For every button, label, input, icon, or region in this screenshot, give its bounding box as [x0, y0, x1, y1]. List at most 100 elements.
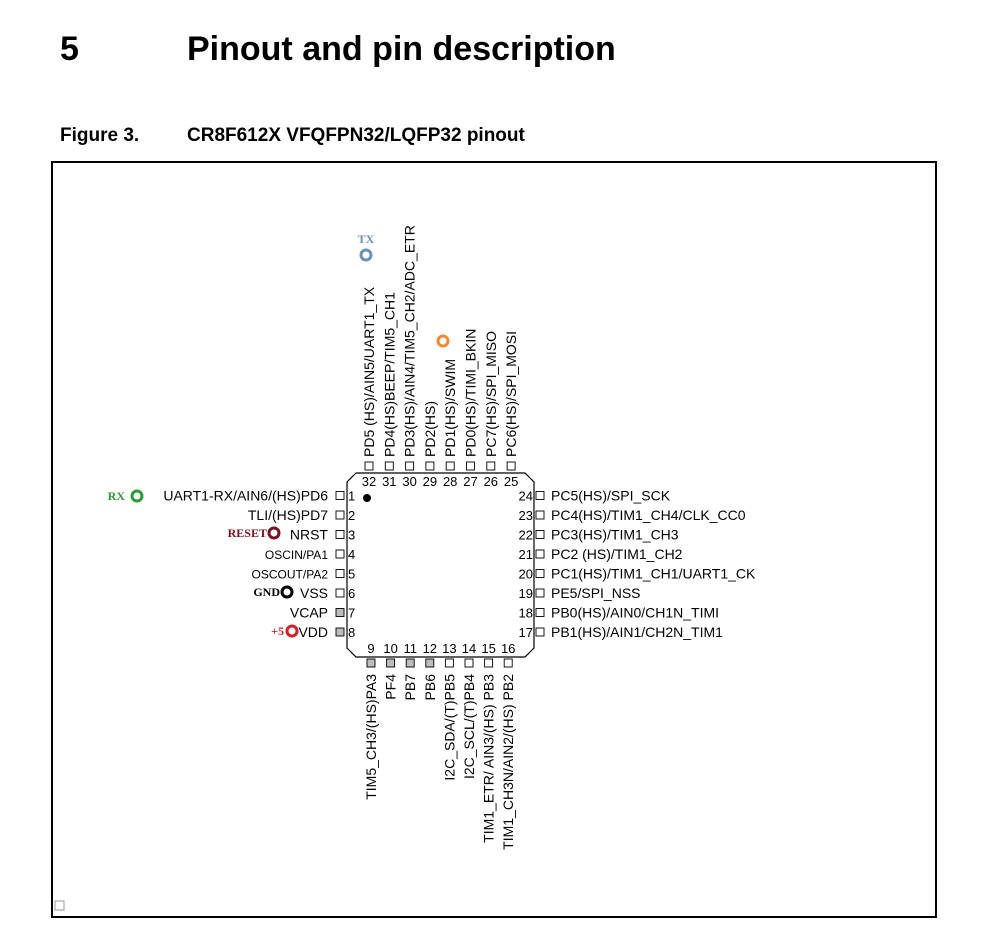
pin-pad-left [335, 549, 345, 559]
pin-number: 17 [519, 625, 533, 640]
pin-label: PC5(HS)/SPI_SCK [551, 488, 671, 504]
pin-pad-bottom [464, 658, 474, 668]
pin-label: UART1-RX/AIN6/(HS)PD6 [163, 488, 328, 504]
pin-pad-bottom [386, 658, 396, 668]
pin-label: TIM1_CH3N/AIN2/(HS) PB2 [500, 674, 516, 850]
pin-pad-bottom [425, 658, 435, 668]
pin-number: 31 [382, 474, 396, 489]
pin-label: PD2(HS) [422, 401, 438, 457]
pin-pad-right [535, 491, 545, 500]
vdd-tag: +5 [271, 624, 284, 638]
pin-number: 4 [348, 547, 355, 562]
pin-label: PC7(HS)/SPI_MISO [483, 331, 499, 457]
pin-label: PD1(HS)/SWIM [442, 359, 458, 457]
pin-label: PD5 (HS)/AIN5/UART1_TX [361, 286, 377, 457]
pin-label: PE5/SPI_NSS [551, 585, 641, 601]
pin-pad-top [445, 461, 455, 471]
pin-label: PD3(HS)/AIN4/TIM5_CH2/ADC_ETR [402, 225, 418, 457]
pin-pad-right [535, 627, 545, 637]
pin-number: 6 [348, 586, 355, 601]
diagram-frame [51, 161, 937, 918]
pin-label: I2C_SDA/(T)PB5 [441, 674, 457, 781]
pin-label: PB1(HS)/AIN1/CH2N_TIM1 [551, 624, 723, 640]
pin-pad-top [405, 461, 415, 471]
pin-label: TLI/(HS)PD7 [248, 507, 328, 523]
section-title: Pinout and pin description [187, 30, 616, 68]
pin-number: 19 [519, 586, 533, 601]
pin-label: I2C_SCL/(T)PB4 [461, 674, 477, 779]
figure-title: CR8F612X VFQFPN32/LQFP32 pinout [187, 125, 525, 146]
pin-pad-top [364, 461, 374, 471]
gnd-tag: GND [253, 585, 280, 599]
pin-label: VCAP [290, 605, 328, 621]
pin-label: NRST [290, 527, 329, 543]
pin-number: 18 [519, 606, 533, 621]
tx-connector-icon [359, 248, 373, 262]
pin-number: 13 [442, 641, 456, 656]
pin-number: 14 [462, 641, 476, 656]
pin-label: VDD [298, 624, 328, 640]
pin-pad-bottom [405, 658, 415, 668]
pin-number: 32 [362, 474, 376, 489]
tx-tag: TX [358, 232, 375, 246]
pin-label: VSS [300, 585, 328, 601]
pin-number: 24 [519, 489, 533, 504]
pin-pad-right [535, 588, 545, 598]
pin-label: PB6 [422, 674, 438, 701]
pin-number: 11 [403, 641, 417, 656]
corner-mark [54, 900, 65, 911]
rx-tag: RX [108, 489, 126, 503]
pin-label: TIM1_ETR/ AIN3/(HS) PB3 [481, 674, 497, 843]
pin-label: PC3(HS)/TIM1_CH3 [551, 527, 679, 543]
pin-pad-right [535, 608, 545, 617]
pin-label: PF4 [383, 674, 399, 700]
pin-pad-right [535, 530, 545, 539]
pin-number: 1 [348, 489, 355, 504]
pin-number: 21 [519, 547, 533, 562]
pin-number: 7 [348, 606, 355, 621]
pin-pad-bottom [366, 658, 376, 668]
pin-number: 15 [481, 641, 495, 656]
pin-number: 22 [519, 528, 533, 543]
pin-number: 3 [348, 528, 355, 543]
rx-connector-icon [130, 489, 144, 503]
pin-number: 12 [423, 641, 437, 656]
pin-label: OSCIN/PA1 [265, 548, 328, 562]
pin-label: PD0(HS)/TIMI_BKIN [463, 329, 479, 457]
pin-pad-bottom [503, 658, 513, 668]
pin-number: 5 [348, 567, 355, 582]
pin-number: 28 [443, 474, 457, 489]
pin-number: 30 [402, 474, 416, 489]
pin-number: 16 [501, 641, 515, 656]
reset-tag: RESET [228, 526, 267, 540]
pin-pad-left [335, 569, 345, 578]
section-number: 5 [60, 30, 79, 68]
pin-pad-right [535, 549, 545, 559]
pin-label: PB7 [402, 674, 418, 701]
pin-pad-top [506, 461, 516, 471]
pin-number: 29 [423, 474, 437, 489]
pin-label: PD4(HS)BEEP/TIM5_CH1 [381, 292, 397, 457]
pin-pad-right [535, 569, 545, 578]
pin-number: 9 [367, 641, 374, 656]
pin-pad-top [466, 461, 475, 471]
swim-connector-icon [436, 334, 450, 348]
pin-pad-bottom [484, 658, 494, 668]
pin-pad-top [384, 461, 394, 471]
pin-pad-left [335, 530, 345, 539]
pin-label: OSCOUT/PA2 [252, 568, 329, 582]
figure-label: Figure 3. [60, 125, 140, 146]
pin-pad-left [335, 491, 345, 500]
pin-label: PC4(HS)/TIM1_CH4/CLK_CC0 [551, 507, 746, 523]
gnd-connector-icon [280, 585, 294, 599]
pin-label: PC6(HS)/SPI_MOSI [503, 331, 519, 457]
pin-label: PC2 (HS)/TIM1_CH2 [551, 546, 683, 562]
pin-number: 27 [463, 474, 477, 489]
pin-pad-left [335, 588, 345, 598]
chip-body [346, 472, 535, 658]
pin-number: 23 [519, 508, 533, 523]
pin1-dot [363, 494, 371, 502]
pin-pad-bottom [444, 658, 454, 668]
pin-pad-top [425, 461, 435, 471]
